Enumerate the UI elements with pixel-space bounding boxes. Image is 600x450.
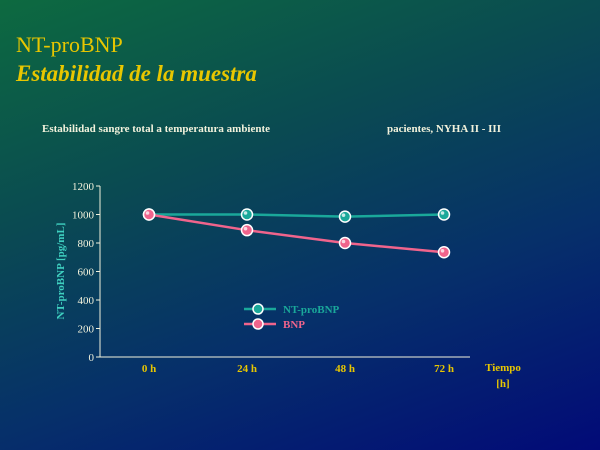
y-tick-label: 200 (78, 324, 95, 336)
slide-title: NT-proBNP (16, 32, 123, 57)
x-axis-title: Tiempo (485, 362, 521, 374)
data-point-highlight (243, 211, 248, 215)
y-tick-label: 1200 (72, 181, 95, 193)
slide-subtitle: Estabilidad de la muestra (16, 61, 257, 86)
data-point (240, 208, 254, 221)
data-point (338, 236, 352, 250)
y-tick-label: 1000 (72, 210, 95, 222)
data-point-highlight (440, 248, 445, 253)
y-tick-label: 600 (78, 267, 95, 279)
series-line-0 (149, 213, 445, 218)
x-tick-label: 0 h (142, 363, 156, 375)
y-axis-title: NT-proBNP [pg/mL] (55, 223, 67, 320)
y-tick-label: 800 (78, 238, 95, 250)
series-lines (142, 208, 451, 259)
y-tick-label: 400 (78, 295, 95, 307)
y-axis: 0 200 400 600 800 1000 1200 (72, 181, 101, 364)
data-point-highlight (440, 211, 445, 215)
data-point (437, 246, 451, 259)
data-point-highlight (341, 213, 346, 217)
data-point (240, 223, 254, 237)
data-point (338, 210, 352, 223)
chart-note-right: pacientes, NYHA II - III (387, 123, 501, 135)
data-point-highlight (341, 239, 346, 244)
x-axis-unit: [h] (496, 378, 509, 390)
legend-label: NT-proBNP (283, 304, 340, 316)
legend-marker (252, 318, 264, 330)
series-line-1 (148, 213, 445, 254)
legend: NT-proBNP BNP (244, 303, 340, 331)
data-point-highlight (243, 226, 248, 231)
chart-note-left: Estabilidad sangre total a temperatura a… (42, 123, 271, 135)
x-tick-label: 24 h (237, 363, 257, 375)
x-tick-label: 48 h (335, 363, 355, 375)
x-tick-label: 72 h (434, 363, 454, 375)
data-point-highlight (145, 211, 150, 215)
data-point (437, 208, 451, 221)
legend-marker (252, 303, 264, 315)
x-axis: 0 h 24 h 48 h 72 h (100, 356, 470, 375)
data-point (142, 208, 156, 221)
legend-label: BNP (283, 319, 305, 331)
y-tick-label: 0 (89, 352, 95, 364)
